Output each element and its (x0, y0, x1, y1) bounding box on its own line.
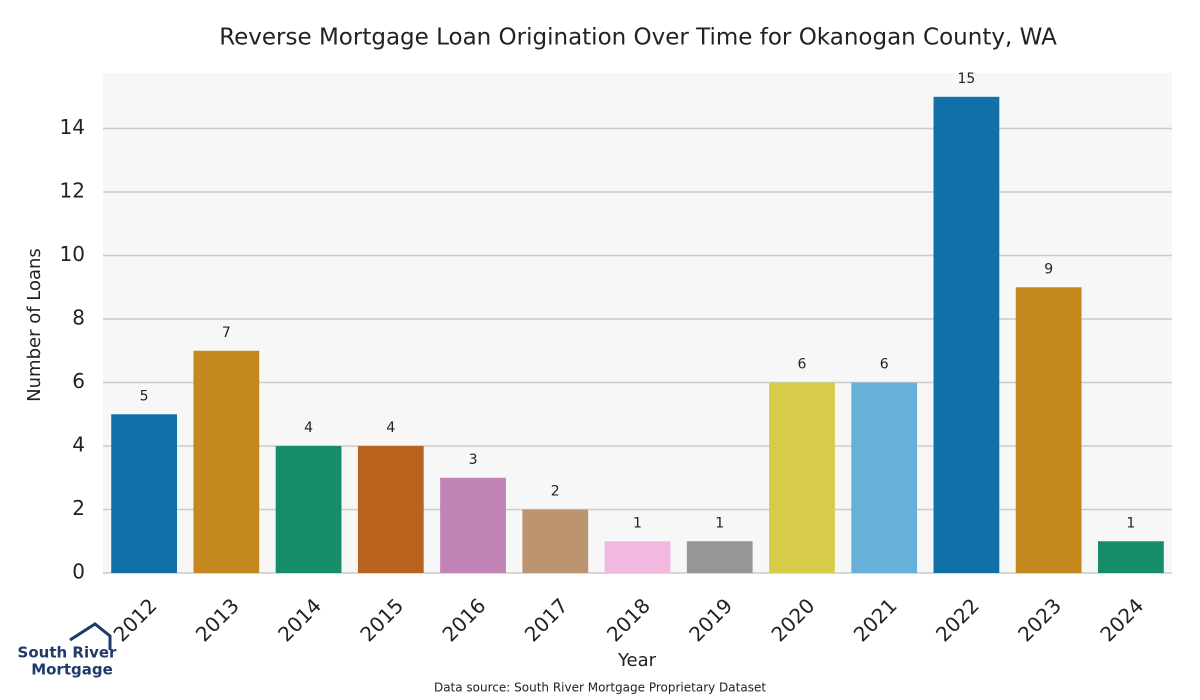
logo: South River Mortgage (18, 622, 118, 679)
y-tick-label: 4 (72, 433, 85, 457)
x-tick-label: 2014 (273, 593, 326, 646)
data-label: 6 (798, 357, 807, 373)
bar (1015, 287, 1082, 573)
bar (522, 509, 589, 573)
x-tick-label: 2023 (1013, 593, 1066, 646)
chart-title: Reverse Mortgage Loan Origination Over T… (219, 25, 1057, 51)
data-label: 6 (880, 357, 889, 373)
y-tick-label: 8 (72, 306, 85, 330)
y-tick-label: 0 (72, 560, 85, 584)
logo-text: South River (18, 644, 118, 662)
x-tick-label: 2019 (684, 593, 737, 646)
bar (111, 414, 178, 573)
plot-background (103, 73, 1172, 573)
x-tick-label: 2017 (520, 593, 573, 646)
data-label: 1 (715, 515, 724, 531)
bar (851, 382, 918, 573)
data-label: 9 (1044, 261, 1053, 277)
bar (357, 446, 424, 573)
y-tick-label: 2 (72, 496, 85, 520)
source-note: Data source: South River Mortgage Propri… (434, 681, 766, 695)
bar (440, 477, 506, 573)
x-tick-label: 2022 (931, 593, 984, 646)
bar (193, 350, 260, 573)
data-label: 2 (551, 484, 560, 500)
y-tick-label: 12 (60, 179, 85, 203)
y-axis-label: Number of Loans (24, 248, 45, 402)
bar (769, 382, 835, 573)
bar (275, 446, 342, 573)
data-label: 3 (469, 452, 478, 468)
x-tick-label: 2024 (1095, 593, 1148, 646)
x-tick-label: 2013 (191, 593, 244, 646)
x-tick-label: 2021 (849, 593, 902, 646)
logo-text: Mortgage (31, 661, 113, 679)
x-tick-label: 2020 (766, 593, 819, 646)
data-label: 4 (386, 420, 395, 436)
x-tick-label: 2016 (437, 593, 490, 646)
x-tick-label: 2018 (602, 593, 655, 646)
logo-roof (69, 622, 112, 650)
bar (686, 541, 753, 573)
x-tick-label: 2015 (355, 593, 408, 646)
x-axis-label: Year (617, 650, 657, 671)
y-tick-label: 14 (60, 115, 85, 139)
y-tick-label: 6 (72, 369, 85, 393)
y-tick-label: 10 (60, 242, 85, 266)
bar (604, 541, 671, 573)
data-label: 4 (304, 420, 313, 436)
x-tick-label: 2012 (109, 593, 162, 646)
bar (1097, 541, 1164, 573)
data-label: 1 (1126, 515, 1135, 531)
data-label: 15 (958, 71, 976, 87)
data-label: 1 (633, 515, 642, 531)
bar (933, 96, 1000, 574)
data-label: 7 (222, 325, 231, 341)
data-label: 5 (140, 388, 149, 404)
